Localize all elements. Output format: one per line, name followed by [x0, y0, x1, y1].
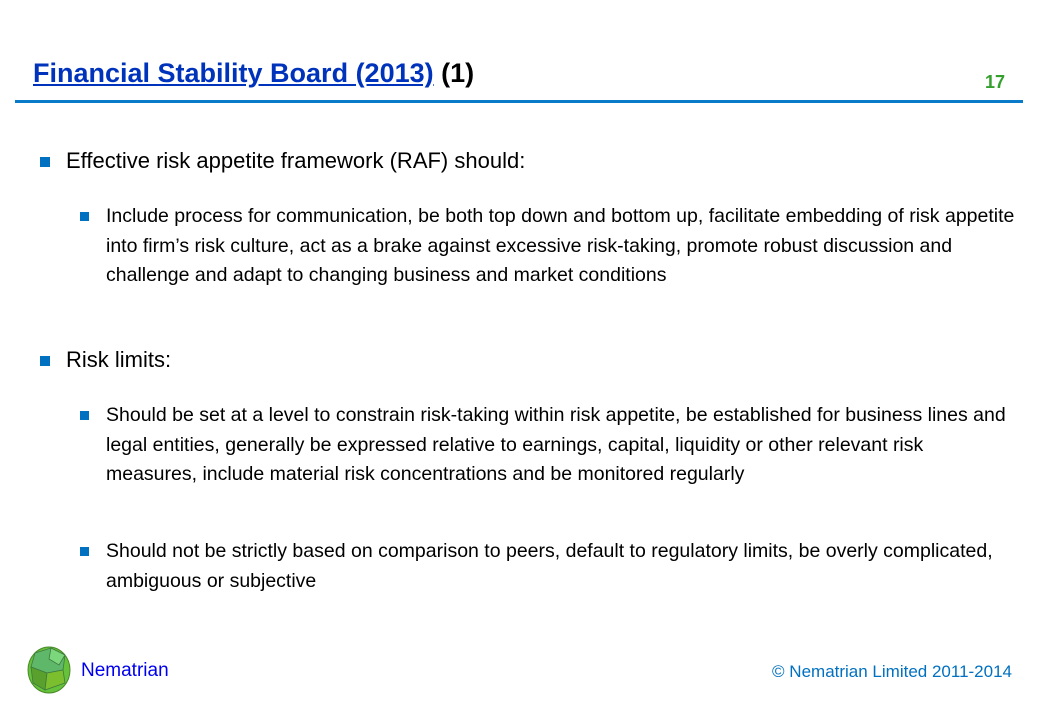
brand-name: Nematrian [81, 660, 169, 681]
bullet-text: Should be set at a level to constrain ri… [106, 404, 1006, 485]
square-bullet-icon [80, 212, 89, 221]
bullet-text: Effective risk appetite framework (RAF) … [66, 148, 526, 173]
square-bullet-icon [40, 157, 50, 167]
title-divider [15, 100, 1023, 103]
copyright: © Nematrian Limited 2011-2014 [772, 662, 1012, 681]
bullet-text: Risk limits: [66, 347, 172, 372]
bullet-text: Include process for communication, be bo… [106, 205, 1015, 286]
bullet-level1: Effective risk appetite framework (RAF) … [40, 148, 1006, 174]
square-bullet-icon [40, 356, 50, 366]
square-bullet-icon [80, 411, 89, 420]
title-suffix: (1) [441, 58, 475, 88]
page-number: 17 [985, 72, 1006, 92]
square-bullet-icon [80, 547, 89, 556]
bullet-level1: Risk limits: [40, 347, 1006, 373]
bullet-level2: Should be set at a level to constrain ri… [80, 401, 1016, 490]
bullet-level2: Should not be strictly based on comparis… [80, 537, 1016, 596]
bullet-text: Should not be strictly based on comparis… [106, 540, 993, 592]
green-polyhedron-icon [27, 646, 71, 694]
title-link[interactable]: Financial Stability Board (2013) [33, 58, 434, 88]
slide-title: Financial Stability Board (2013) (1) [33, 58, 474, 89]
bullet-level2: Include process for communication, be bo… [80, 202, 1016, 291]
